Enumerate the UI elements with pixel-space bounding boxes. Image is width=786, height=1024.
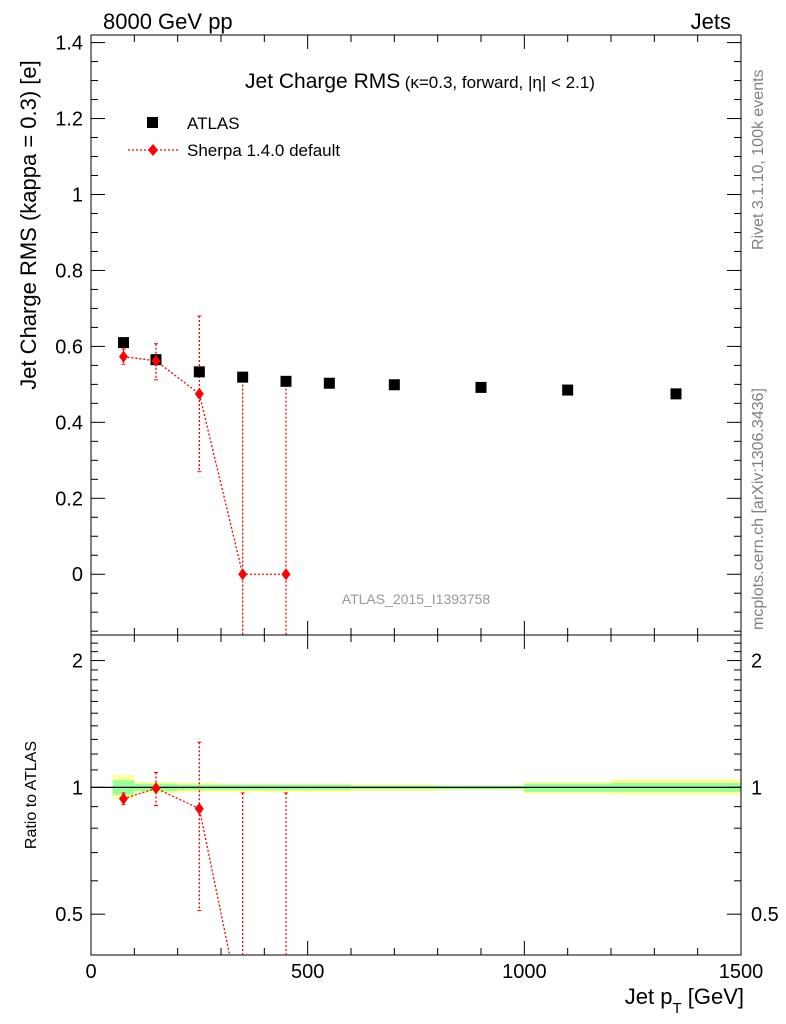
- sherpa-point: [151, 354, 161, 367]
- upper-ytick-label: 1.4: [55, 33, 83, 55]
- header-left: 8000 GeV pp: [103, 9, 233, 34]
- header-right: Jets: [691, 9, 731, 34]
- lower-ytick-label-right: 2: [751, 651, 762, 673]
- xtick-label: 1000: [502, 961, 547, 983]
- atlas-point: [475, 381, 487, 393]
- upper-ytick-label: 0.8: [55, 260, 83, 282]
- plot-title: Jet Charge RMS (κ=0.3, forward, |η| < 2.…: [245, 70, 595, 93]
- lower-ytick-label: 0.5: [55, 904, 83, 926]
- upper-panel: 0 0.2 0.4 0.6 0.8 1 1.2 1.4 Jet Charge RMS (κ=0…: [16, 33, 742, 636]
- lower-ylabel: Ratio to ATLAS: [23, 741, 40, 849]
- ratio-point: [119, 792, 128, 805]
- lower-frame: [90, 634, 742, 956]
- atlas-point: [323, 377, 335, 389]
- sherpa-point: [119, 350, 128, 363]
- ratio-point: [151, 782, 161, 795]
- atlas-point: [118, 337, 129, 349]
- x-axis-label: Jet pT [GeV]: [625, 984, 744, 1017]
- upper-ytick-label: 0.2: [55, 488, 83, 510]
- sherpa-line: [123, 356, 286, 575]
- legend-sherpa-marker: [148, 144, 158, 156]
- atlas-point: [388, 379, 400, 391]
- upper-ylabel: Jet Charge RMS (kappa = 0.3) [e]: [16, 60, 41, 390]
- watermark: ATLAS_2015_I1393758: [342, 591, 491, 607]
- upper-ytick-label: 0.4: [55, 412, 83, 434]
- rivet-label: Rivet 3.1.10, 100k events: [750, 69, 767, 250]
- sherpa-point: [238, 568, 248, 581]
- lower-ytick-label-right: 0.5: [751, 904, 779, 926]
- atlas-point: [280, 375, 292, 387]
- ratio-point: [194, 802, 204, 815]
- xtick-label: 1500: [719, 961, 764, 983]
- lower-panel: 0.5 0.5 1 1 2 2 0 500 1000 1500 Ratio to ATLAS: [23, 634, 779, 983]
- xtick-label: 500: [291, 961, 324, 983]
- legend-atlas-marker: [147, 117, 158, 128]
- legend-sherpa-label: Sherpa 1.4.0 default: [187, 141, 340, 160]
- legend-atlas-label: ATLAS: [187, 114, 240, 133]
- atlas-point: [193, 366, 205, 378]
- lower-ytick-label: 1: [72, 777, 83, 799]
- atlas-point: [670, 388, 682, 400]
- atlas-point: [562, 384, 574, 396]
- upper-ytick-label: 0: [72, 564, 83, 586]
- plot-title-main: Jet Charge RMS: [245, 70, 400, 93]
- xtick-label: 0: [85, 961, 96, 983]
- mcplots-label: mcplots.cern.ch [arXiv:1306.3436]: [750, 388, 767, 630]
- upper-ytick-label: 1.2: [55, 109, 83, 131]
- lower-ytick-label: 2: [72, 651, 83, 673]
- atlas-point: [237, 371, 249, 383]
- lower-ytick-label-right: 1: [751, 777, 762, 799]
- ratio-line: [123, 787, 231, 956]
- sherpa-point: [281, 568, 291, 581]
- upper-ytick-label: 1: [72, 184, 83, 206]
- sherpa-point: [194, 387, 204, 400]
- upper-ytick-label: 0.6: [55, 336, 83, 358]
- legend: ATLAS Sherpa 1.4.0 default: [128, 114, 340, 160]
- plot-title-sub: (κ=0.3, forward, |η| < 2.1): [405, 73, 595, 92]
